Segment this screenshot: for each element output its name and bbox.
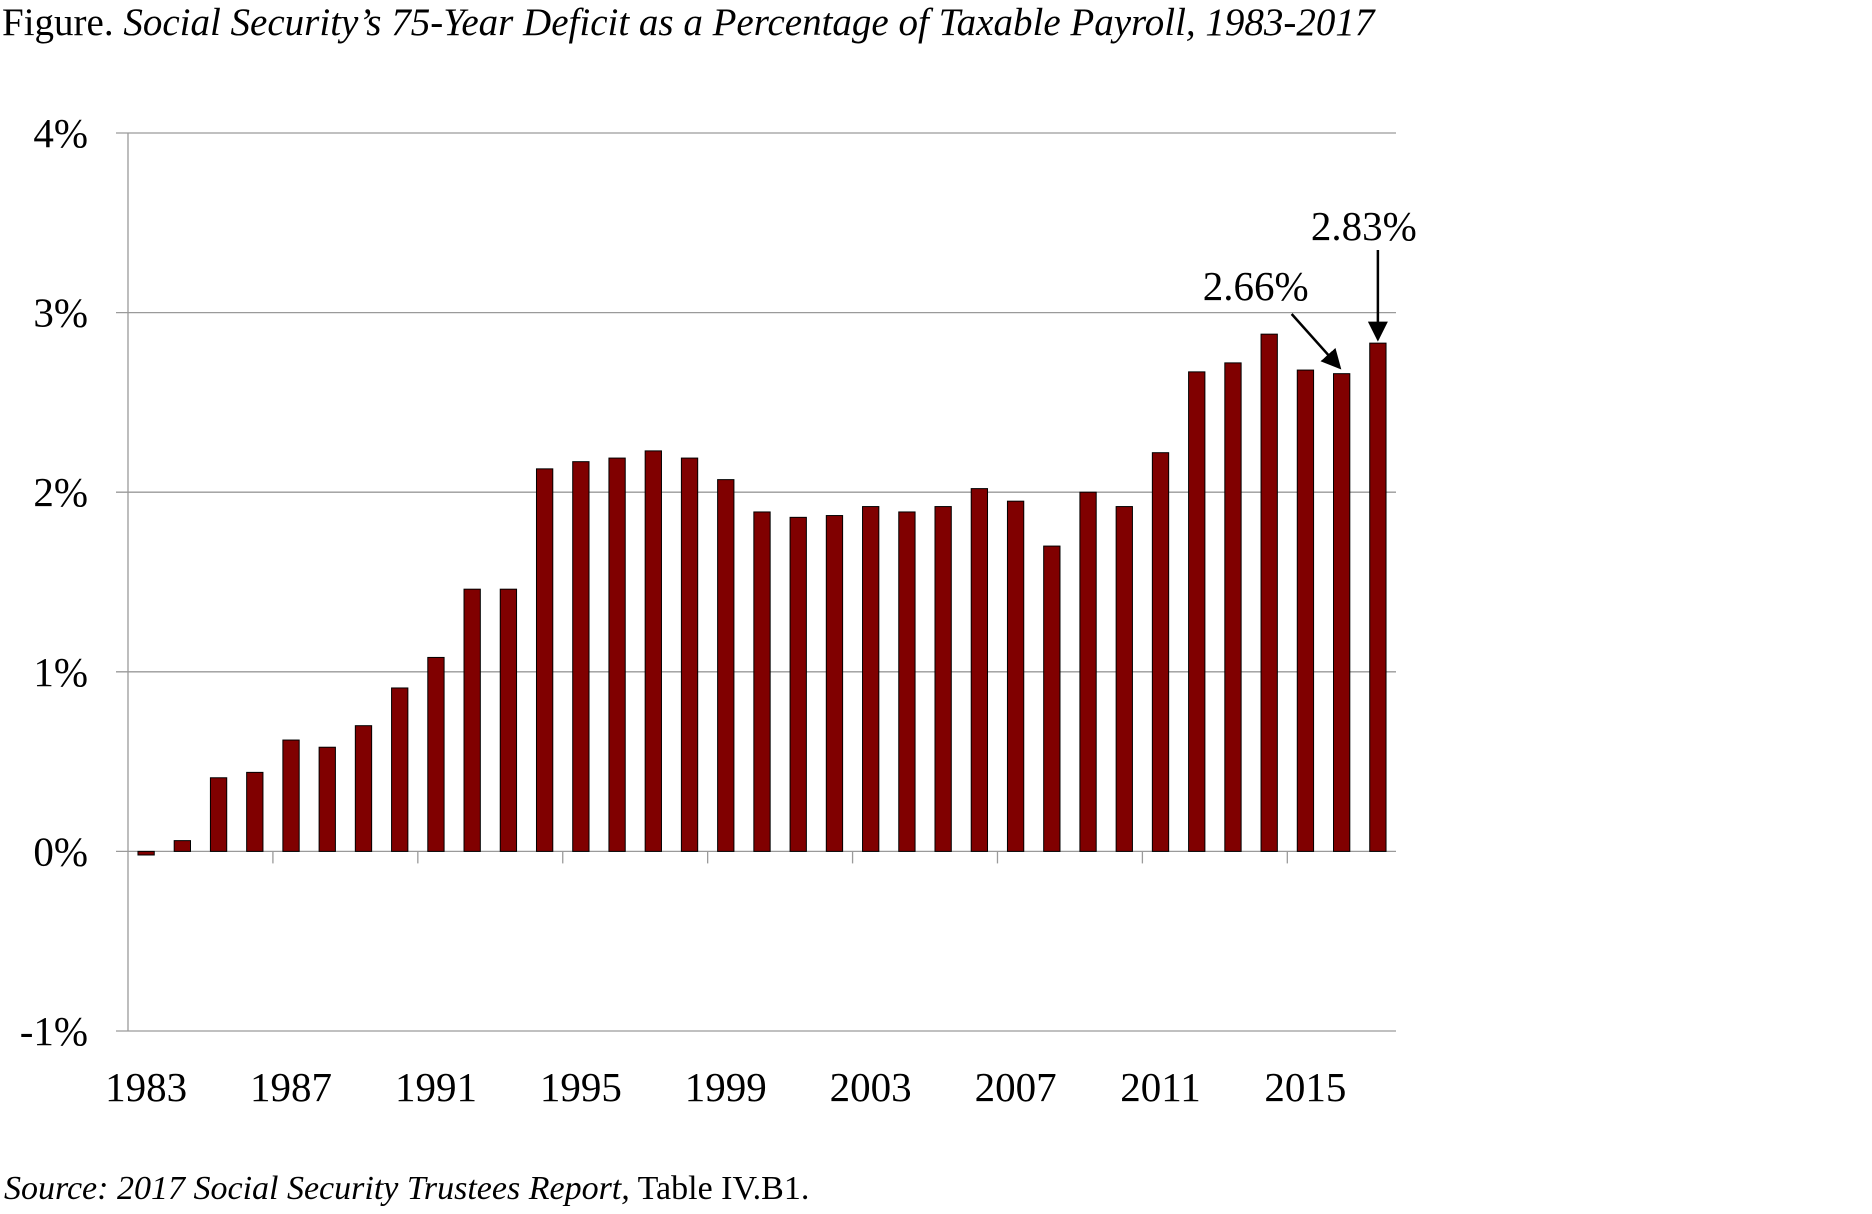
bar-2007 — [1006, 500, 1025, 852]
bar-2009 — [1079, 491, 1097, 852]
bar-2005 — [934, 506, 952, 852]
source-rest: Table IV.B1. — [637, 1170, 810, 1207]
y-tick-label: 3% — [33, 290, 88, 336]
x-tick-label: 2003 — [830, 1064, 912, 1110]
source-italic: Source: 2017 Social Security Trustees Re… — [4, 1170, 630, 1207]
y-tick-label: 1% — [33, 649, 88, 695]
bar-1994 — [535, 468, 554, 852]
bar-2012 — [1188, 371, 1206, 852]
bar-1983 — [137, 850, 155, 856]
x-tick-label: 2015 — [1264, 1064, 1346, 1110]
bar-1990 — [391, 687, 409, 852]
bar-2003 — [862, 506, 880, 852]
x-tick-label: 1983 — [105, 1064, 187, 1110]
bar-1985 — [209, 777, 228, 852]
bar-1995 — [572, 461, 590, 852]
x-tick-label: 1999 — [685, 1064, 767, 1110]
bar-1986 — [246, 771, 264, 852]
chart-title: Figure. Social Security’s 75-Year Defici… — [2, 0, 1374, 45]
bar-2000 — [753, 511, 771, 852]
bar-2008 — [1043, 545, 1061, 852]
bar-1984 — [173, 840, 191, 852]
x-tick-label: 1995 — [540, 1064, 622, 1110]
bar-1993 — [499, 588, 518, 852]
bar-2010 — [1115, 506, 1133, 852]
x-tick-label: 2011 — [1120, 1064, 1200, 1110]
bar-2013 — [1224, 362, 1242, 852]
bar-2006 — [970, 488, 989, 852]
bar-1991 — [427, 656, 445, 852]
bar-1997 — [644, 450, 662, 852]
bar-1999 — [717, 479, 735, 852]
y-tick-label: 2% — [33, 469, 88, 515]
bar-2001 — [789, 516, 807, 852]
bar-1996 — [608, 457, 626, 852]
bar-2011 — [1151, 452, 1170, 852]
bar-1992 — [463, 588, 481, 852]
x-tick-label: 1987 — [250, 1064, 332, 1110]
bar-2017 — [1369, 342, 1387, 852]
annotation-label: 2.83% — [1311, 203, 1417, 249]
title-text: Social Security’s 75-Year Deficit as a P… — [123, 1, 1375, 44]
x-tick-label: 2007 — [975, 1064, 1057, 1110]
bar-1987 — [282, 739, 300, 852]
annotation-arrow — [1290, 313, 1342, 370]
y-tick-label: -1% — [20, 1008, 88, 1054]
x-tick-label: 1991 — [395, 1064, 477, 1110]
bar-1989 — [354, 725, 373, 852]
bar-1998 — [680, 457, 699, 852]
bar-2016 — [1333, 373, 1351, 852]
bar-2015 — [1296, 369, 1315, 852]
annotation-label: 2.66% — [1203, 263, 1309, 309]
y-tick-label: 0% — [33, 828, 88, 874]
bar-2004 — [898, 511, 916, 852]
bar-1988 — [318, 746, 336, 852]
source-note: Source: 2017 Social Security Trustees Re… — [4, 1170, 809, 1208]
y-tick-label: 4% — [33, 110, 88, 156]
title-prefix: Figure. — [2, 1, 114, 44]
bar-2014 — [1260, 333, 1278, 852]
bar-2002 — [825, 515, 844, 852]
